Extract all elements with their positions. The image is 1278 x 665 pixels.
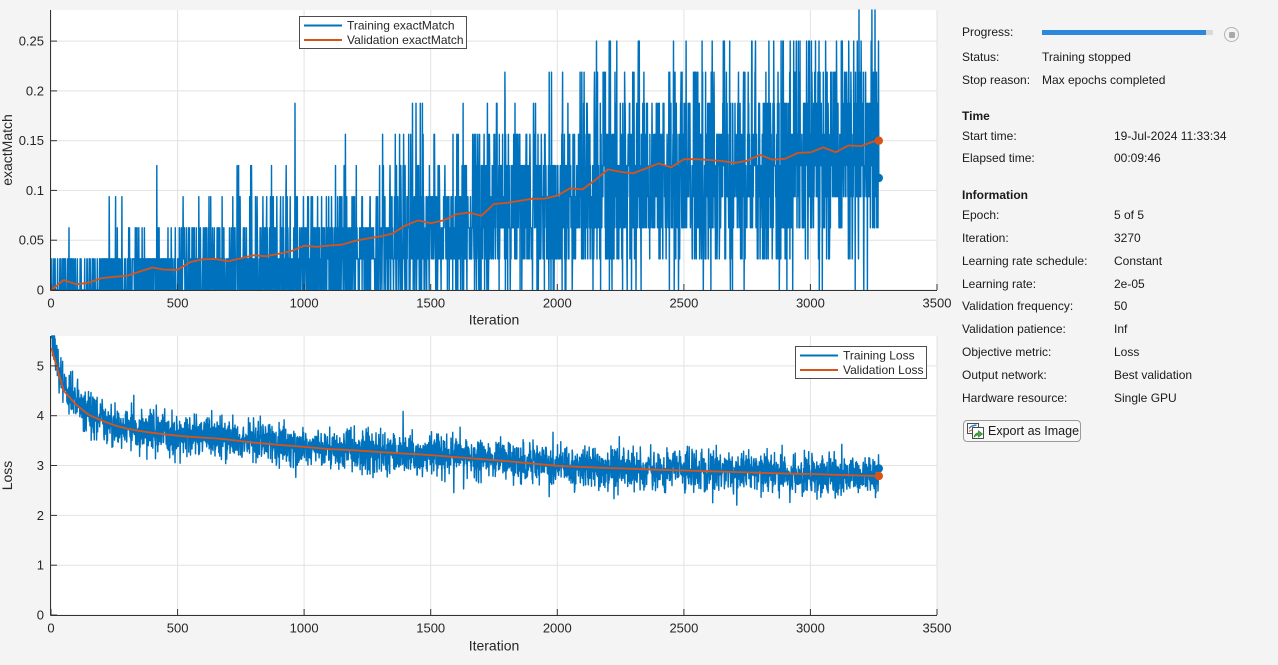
svg-text:Validation exactMatch: Validation exactMatch	[347, 33, 464, 47]
svg-text:3: 3	[37, 458, 44, 473]
svg-text:Training exactMatch: Training exactMatch	[347, 19, 455, 33]
svg-text:exactMatch: exactMatch	[0, 114, 15, 186]
svg-text:0.15: 0.15	[19, 133, 44, 148]
svg-text:4: 4	[37, 408, 44, 423]
svg-text:Iteration: Iteration	[469, 312, 520, 328]
svg-text:2500: 2500	[669, 296, 698, 311]
svg-text:Validation Loss: Validation Loss	[843, 363, 924, 377]
svg-text:2000: 2000	[543, 296, 572, 311]
svg-text:0: 0	[47, 621, 54, 636]
svg-text:3000: 3000	[796, 296, 825, 311]
svg-text:5: 5	[37, 358, 44, 373]
svg-text:Training Loss: Training Loss	[843, 349, 915, 363]
svg-text:500: 500	[167, 296, 189, 311]
svg-text:2500: 2500	[669, 621, 698, 636]
svg-text:0: 0	[37, 608, 44, 623]
svg-text:2000: 2000	[543, 621, 572, 636]
svg-text:1500: 1500	[416, 296, 445, 311]
svg-text:Loss: Loss	[0, 461, 15, 491]
svg-text:3500: 3500	[923, 621, 952, 636]
svg-text:1: 1	[37, 558, 44, 573]
svg-text:0.05: 0.05	[19, 233, 44, 248]
svg-text:0.2: 0.2	[26, 83, 44, 98]
svg-text:Iteration: Iteration	[469, 638, 520, 654]
svg-text:2: 2	[37, 508, 44, 523]
svg-text:3000: 3000	[796, 621, 825, 636]
svg-text:500: 500	[167, 621, 189, 636]
svg-text:1000: 1000	[290, 621, 319, 636]
svg-text:0.25: 0.25	[19, 34, 44, 49]
svg-text:0: 0	[47, 296, 54, 311]
svg-text:1000: 1000	[290, 296, 319, 311]
svg-text:1500: 1500	[416, 621, 445, 636]
svg-text:0.1: 0.1	[26, 183, 44, 198]
svg-text:0: 0	[37, 283, 44, 298]
svg-text:3500: 3500	[923, 296, 952, 311]
